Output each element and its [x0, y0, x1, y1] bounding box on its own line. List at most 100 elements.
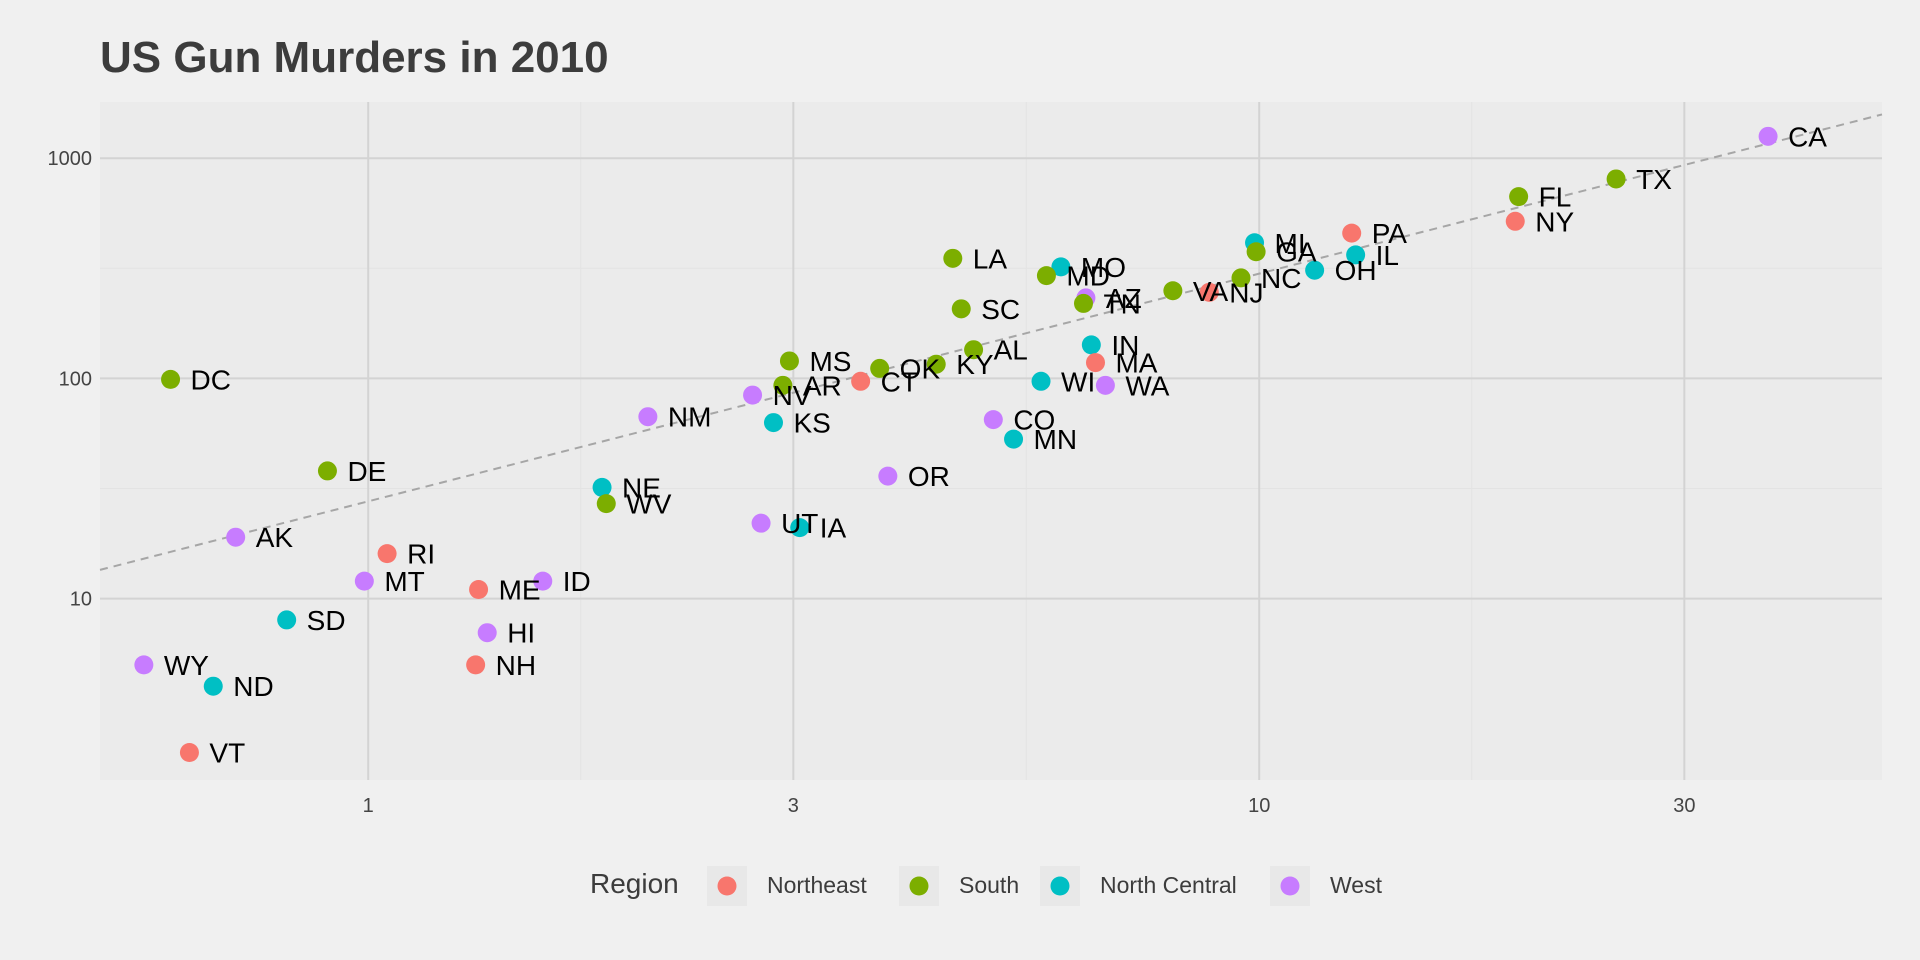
point-label-dc: DC: [191, 364, 231, 395]
point-label-ut: UT: [781, 508, 818, 539]
data-point-in: [1081, 335, 1101, 355]
legend-items: Northeast South North Central West: [707, 866, 1383, 906]
point-label-ma: MA: [1115, 348, 1157, 379]
data-point-nj: [1199, 282, 1219, 302]
point-label-nv: NV: [773, 380, 812, 411]
legend-key-west: [1280, 876, 1300, 896]
data-point-wv: [596, 494, 616, 514]
data-point-va: [1163, 281, 1183, 301]
point-label-co: CO: [1013, 405, 1055, 436]
point-label-nd: ND: [233, 671, 273, 702]
point-label-nc: NC: [1261, 263, 1301, 294]
point-label-tn: TN: [1103, 288, 1140, 319]
point-label-de: DE: [347, 456, 386, 487]
data-point-la: [943, 248, 963, 268]
point-label-sd: SD: [307, 605, 346, 636]
point-label-mo: MO: [1081, 252, 1126, 283]
point-label-ms: MS: [809, 346, 851, 377]
data-point-me: [469, 579, 489, 599]
legend-key-northeast: [717, 876, 737, 896]
data-point-al: [964, 340, 984, 360]
data-points: [134, 126, 1778, 762]
data-point-sc: [951, 299, 971, 319]
data-point-ky: [926, 354, 946, 374]
data-point-hi: [477, 623, 497, 643]
data-point-ia: [790, 518, 810, 538]
data-point-ms: [779, 351, 799, 371]
data-point-tx: [1606, 169, 1626, 189]
point-label-il: IL: [1376, 240, 1399, 271]
point-label-ri: RI: [407, 539, 435, 570]
data-point-or: [878, 466, 898, 486]
y-tick-label: 1000: [48, 148, 93, 170]
point-label-pa: PA: [1372, 218, 1408, 249]
data-point-dc: [161, 369, 181, 389]
point-label-ok: OK: [900, 353, 941, 384]
data-point-ma: [1085, 353, 1105, 373]
data-point-nc: [1231, 268, 1251, 288]
data-point-ar: [773, 375, 793, 395]
legend: Region Northeast South North Central West: [590, 866, 1383, 906]
point-label-me: ME: [499, 574, 541, 605]
x-axis-tick-labels: 1 3 10 30: [363, 795, 1696, 817]
data-point-wa: [1095, 375, 1115, 395]
y-tick-label: 10: [70, 589, 92, 611]
point-label-sc: SC: [981, 294, 1020, 325]
point-label-nm: NM: [668, 402, 712, 433]
data-point-nd: [203, 676, 223, 696]
legend-label: North Central: [1100, 872, 1237, 898]
data-point-ct: [851, 371, 871, 391]
point-label-ar: AR: [803, 370, 842, 401]
data-point-wy: [134, 655, 154, 675]
data-point-mo: [1051, 257, 1071, 277]
legend-key-south: [909, 876, 929, 896]
x-tick-label: 1: [363, 795, 374, 817]
point-label-nj: NJ: [1229, 277, 1263, 308]
point-label-al: AL: [994, 335, 1028, 366]
point-label-wv: WV: [626, 489, 671, 520]
data-point-sd: [277, 610, 297, 630]
x-tick-label: 30: [1673, 795, 1695, 817]
data-point-ks: [763, 413, 783, 433]
data-point-ca: [1758, 126, 1778, 146]
data-point-wi: [1031, 371, 1051, 391]
point-label-in: IN: [1111, 330, 1139, 361]
data-point-ri: [377, 544, 397, 564]
point-label-mi: MI: [1275, 228, 1306, 259]
x-tick-label: 3: [788, 795, 799, 817]
data-point-nv: [743, 385, 763, 405]
data-point-mn: [1004, 429, 1024, 449]
data-point-ut: [751, 513, 771, 533]
data-point-mt: [354, 571, 374, 591]
point-label-or: OR: [908, 461, 950, 492]
point-label-md: MD: [1066, 261, 1110, 292]
data-point-de: [317, 461, 337, 481]
data-point-nm: [638, 407, 658, 427]
point-label-fl: FL: [1539, 182, 1572, 213]
point-label-ks: KS: [793, 408, 830, 439]
legend-title: Region: [590, 868, 679, 899]
point-label-id: ID: [563, 566, 591, 597]
point-label-oh: OH: [1335, 255, 1377, 286]
point-label-tx: TX: [1636, 164, 1672, 195]
point-label-vt: VT: [209, 737, 245, 768]
data-point-nh: [466, 655, 486, 675]
point-label-mt: MT: [384, 566, 424, 597]
data-point-ny: [1505, 211, 1525, 231]
data-point-pa: [1342, 223, 1362, 243]
point-label-ct: CT: [881, 366, 918, 397]
point-label-nh: NH: [496, 650, 536, 681]
point-label-va: VA: [1193, 276, 1229, 307]
data-point-ga: [1246, 242, 1266, 262]
legend-label: South: [959, 872, 1019, 898]
point-label-ne: NE: [622, 472, 661, 503]
legend-label: West: [1330, 872, 1383, 898]
point-label-wa: WA: [1125, 370, 1169, 401]
point-label-ak: AK: [256, 522, 294, 553]
chart-title: US Gun Murders in 2010: [100, 33, 609, 82]
grid-lines: [100, 102, 1882, 780]
y-axis-tick-labels: 10 100 1000: [48, 148, 93, 610]
data-point-il: [1346, 245, 1366, 265]
